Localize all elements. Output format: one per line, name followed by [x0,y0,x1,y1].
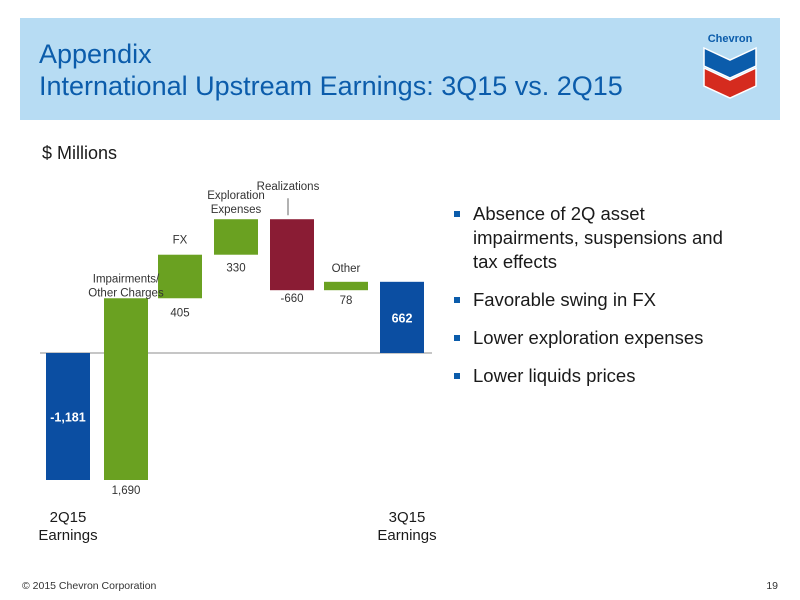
bullet-square-icon [454,335,460,341]
data-label: 330 [226,263,245,275]
bullet-square-icon [454,373,460,379]
category-label: FX [173,235,188,247]
category-label: Impairments/Other Charges [88,273,164,299]
axis-category-label: 3Q15 Earnings [377,509,436,544]
waterfall-bar [214,219,258,255]
bullet-text: Lower liquids prices [473,365,636,386]
bullet-item: Lower liquids prices [452,364,752,388]
copyright-footer: © 2015 Chevron Corporation [22,580,157,592]
page-number: 19 [766,580,778,592]
bullet-list: Absence of 2Q asset impairments, suspens… [452,202,752,402]
slide-title-line1: Appendix [39,39,152,69]
data-label: 662 [392,311,413,325]
bullet-text: Lower exploration expenses [473,327,704,348]
bullet-square-icon [454,297,460,303]
bullet-item: Absence of 2Q asset impairments, suspens… [452,202,752,274]
waterfall-bar [380,281,424,353]
bullet-square-icon [454,211,460,217]
data-label: 1,690 [112,485,141,497]
units-label: $ Millions [42,143,118,163]
bullet-item: Favorable swing in FX [452,288,752,312]
data-label: 405 [170,307,189,319]
waterfall-bar [46,353,90,480]
slide-title: Appendix International Upstream Earnings… [39,38,623,102]
category-label: Other [332,263,361,275]
waterfall-bar [324,281,368,291]
title-banner: Appendix International Upstream Earnings… [20,18,780,120]
waterfall-bar [270,219,314,291]
axis-category-label: 2Q15 Earnings [38,509,97,544]
waterfall-bar [104,298,148,480]
chevron-logo: Chevron [694,26,766,106]
bullet-text: Favorable swing in FX [473,289,657,310]
bullet-text: Absence of 2Q asset impairments, suspens… [473,203,723,272]
waterfall-bar [158,254,202,299]
category-label: Exploration Expenses [207,190,265,216]
bullet-item: Lower exploration expenses [452,326,752,350]
data-label: 78 [340,295,353,307]
data-label: -660 [280,293,303,305]
slide-title-line2: International Upstream Earnings: 3Q15 vs… [39,71,623,101]
data-label: -1,181 [50,411,85,425]
category-label: Realizations [257,181,320,193]
logo-text: Chevron [708,33,753,45]
